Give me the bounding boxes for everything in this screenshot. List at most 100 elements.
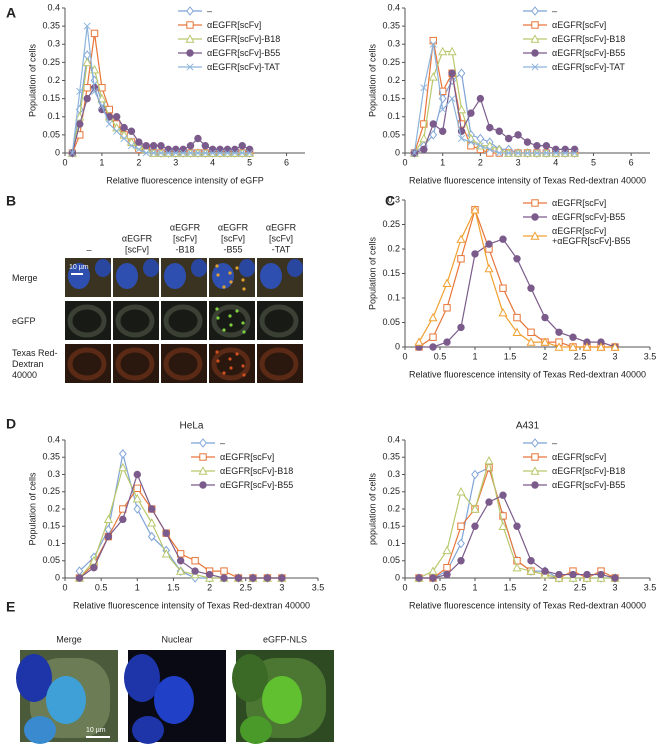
legend: αEGFR[scFv] αEGFR[scFv]-B55 αEGFR[scFv] +α… xyxy=(522,196,630,248)
marker xyxy=(429,574,437,582)
marker xyxy=(179,145,187,154)
marker xyxy=(457,538,465,549)
marker xyxy=(82,57,92,67)
marker xyxy=(220,574,228,582)
x-tick-label: 1.5 xyxy=(504,351,517,361)
y-tick-label: 0.1 xyxy=(387,292,400,302)
series-line xyxy=(414,72,575,154)
marker xyxy=(201,149,209,157)
marker xyxy=(583,570,591,579)
y-tick-label: 0 xyxy=(395,147,400,157)
marker xyxy=(216,149,224,157)
marker xyxy=(457,104,467,114)
legend-item: αEGFR[scFv]-B18 xyxy=(522,464,625,478)
marker xyxy=(68,149,76,157)
marker xyxy=(209,149,217,157)
marker xyxy=(414,337,424,346)
x-axis-label: Relative fluorescence intensity of Texas… xyxy=(409,175,646,185)
speckle xyxy=(241,278,245,282)
marker xyxy=(201,142,210,150)
legend-item: αEGFR[scFv]-B55 xyxy=(177,46,280,60)
marker xyxy=(471,469,479,480)
x-tick-label: 0 xyxy=(402,582,407,592)
legend-item: αEGFR[scFv]-B18 xyxy=(522,32,625,46)
cell xyxy=(211,304,251,338)
legend-item: αEGFR[scFv] xyxy=(177,18,280,32)
marker xyxy=(89,555,99,565)
legend-swatch xyxy=(191,453,215,461)
chart-title: A431 xyxy=(516,421,540,432)
nucleus xyxy=(143,259,159,277)
x-tick-label: 6 xyxy=(284,157,289,167)
x-tick-label: 1 xyxy=(472,351,477,361)
speckle xyxy=(242,373,246,377)
speckle xyxy=(235,309,239,313)
marker xyxy=(105,120,113,128)
marker xyxy=(531,199,539,207)
marker xyxy=(530,466,540,475)
legend-item: αEGFR[scFv]-B55 xyxy=(522,46,625,60)
x-tick-label: 3.5 xyxy=(644,351,657,361)
marker xyxy=(278,574,286,582)
column-header: [scFv] xyxy=(173,233,197,243)
legend-swatch xyxy=(191,481,215,489)
nucleus xyxy=(191,259,207,277)
marker xyxy=(526,566,536,575)
marker xyxy=(486,123,494,132)
nucleus xyxy=(287,259,303,277)
y-tick-label: 0.3 xyxy=(387,469,400,479)
column-header: -TAT xyxy=(272,244,291,254)
x-axis-label: Relative fluorescence intensity of Texas… xyxy=(73,600,310,610)
marker xyxy=(498,307,508,317)
legend-item: αEGFR[scFv] xyxy=(522,450,625,464)
x-tick-label: 2.5 xyxy=(574,582,587,592)
marker xyxy=(191,557,199,565)
marker xyxy=(103,514,113,524)
marker xyxy=(476,94,485,103)
y-tick-label: 0.2 xyxy=(47,75,60,85)
nucleus xyxy=(164,263,186,289)
y-tick-label: 0.1 xyxy=(47,538,60,548)
marker xyxy=(157,142,165,150)
marker xyxy=(263,574,272,582)
marker xyxy=(597,570,605,579)
y-tick-label: 0.2 xyxy=(387,75,400,85)
legend-label: αEGFR[scFv]-TAT xyxy=(207,62,280,72)
marker xyxy=(186,49,194,57)
x-tick-label: 6 xyxy=(629,157,634,167)
legend: – αEGFR[scFv] αEGFR[scFv]-B18 αEGFR[scFv]-B… xyxy=(522,4,625,74)
marker xyxy=(194,134,202,143)
x-tick-label: 3.5 xyxy=(312,582,325,592)
marker xyxy=(443,570,451,579)
marker xyxy=(172,145,180,154)
marker xyxy=(495,149,503,157)
y-tick-label: 0.05 xyxy=(42,555,60,565)
x-tick-label: 3 xyxy=(612,351,617,361)
y-axis-label: Population of cells xyxy=(27,43,37,117)
marker xyxy=(470,205,480,214)
speckle xyxy=(229,280,233,284)
speckle xyxy=(242,330,246,334)
nucleus xyxy=(239,259,255,277)
y-tick-label: 0.3 xyxy=(387,194,400,204)
legend-item: αEGFR[scFv]-B55 xyxy=(522,478,625,492)
x-tick-label: 1.5 xyxy=(504,582,517,592)
speckle xyxy=(222,328,226,332)
column-header: [scFv] xyxy=(269,233,293,243)
legend-swatch xyxy=(191,466,215,475)
marker xyxy=(533,149,541,157)
marker xyxy=(523,138,532,146)
marker xyxy=(582,342,592,351)
nucleus xyxy=(68,263,90,289)
marker xyxy=(142,149,150,157)
marker xyxy=(75,574,84,582)
marker xyxy=(484,263,494,273)
marker xyxy=(484,455,494,465)
marker xyxy=(216,145,224,154)
marker xyxy=(199,481,207,489)
speckle xyxy=(241,321,245,325)
marker xyxy=(555,328,563,336)
y-tick-label: 0 xyxy=(395,341,400,351)
marker xyxy=(513,313,521,322)
